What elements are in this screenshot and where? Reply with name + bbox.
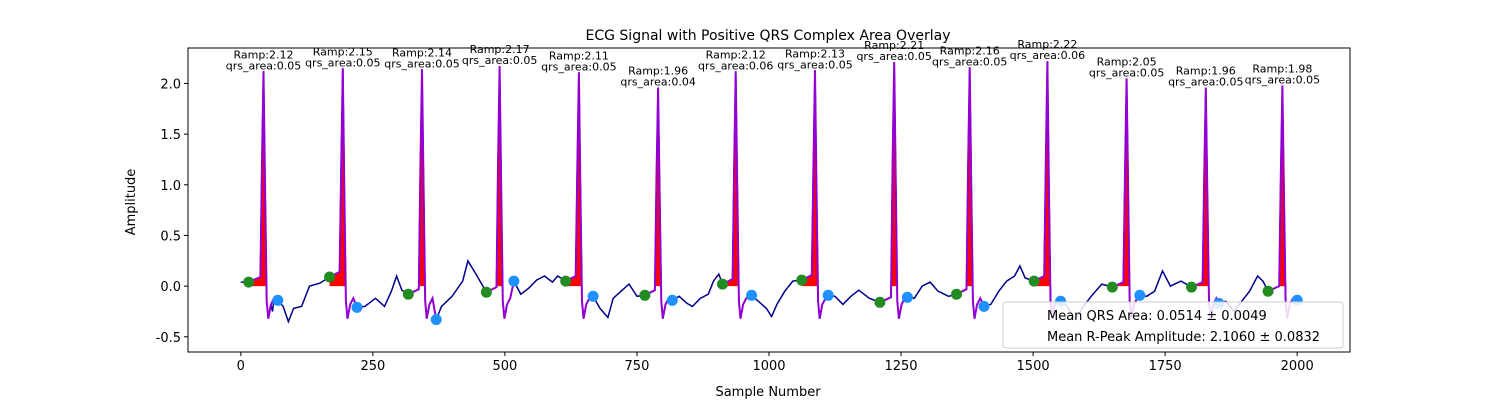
- chart-title: ECG Signal with Positive QRS Complex Are…: [586, 28, 951, 44]
- s-offset-marker: [430, 314, 442, 326]
- beat-annotations: Ramp:2.12qrs_area:0.05Ramp:2.15qrs_area:…: [226, 38, 1320, 88]
- qrs-area-label: qrs_area:0.05: [777, 58, 852, 71]
- y-tick-label: 2.0: [160, 77, 181, 92]
- qrs-area-fill: [1034, 61, 1050, 287]
- qrs-segment-line: [722, 71, 753, 319]
- axes: 0 250 500 750 1000 1250 1500 1750 2000 -0.5 0.0 0.5…: [156, 47, 1351, 374]
- qrs-area-fill: [644, 87, 661, 287]
- s-offset-marker: [822, 289, 834, 301]
- q-onset-marker: [1028, 275, 1040, 287]
- data-marks: [240, 61, 1303, 326]
- qrs-segment-line: [801, 70, 829, 319]
- y-tick-label: 0.5: [160, 229, 181, 244]
- s-offset-marker: [1134, 289, 1146, 301]
- s-offset-marker: [508, 275, 520, 287]
- qrs-segment-line: [1267, 85, 1298, 319]
- qrs-area-label: qrs_area:0.05: [226, 59, 301, 72]
- s-offset-marker: [272, 294, 284, 306]
- ramp-label: Ramp:2.15: [313, 45, 373, 58]
- x-tick-label: 1000: [752, 359, 785, 374]
- y-tick-label: 1.0: [160, 179, 181, 194]
- q-onset-marker: [796, 274, 808, 286]
- ecg-signal-line: [240, 61, 1303, 324]
- qrs-area-fill: [956, 67, 973, 287]
- x-tick-label: 2000: [1281, 359, 1314, 374]
- x-tick-label: 1250: [884, 359, 917, 374]
- x-tick-label: 0: [237, 359, 245, 374]
- legend-box: [1002, 301, 1344, 349]
- qrs-area-label: qrs_area:0.05: [541, 60, 616, 73]
- ramp-label: Ramp:2.17: [470, 43, 530, 56]
- q-onset-marker: [1262, 285, 1274, 297]
- qrs-segment-line: [879, 62, 908, 319]
- ramp-label: Ramp:1.96: [628, 65, 688, 78]
- x-tick-label: 1750: [1149, 359, 1182, 374]
- x-tick-label: 1500: [1017, 359, 1050, 374]
- qrs-area-fill: [801, 70, 818, 287]
- qrs-segment-line: [1111, 78, 1141, 319]
- legend: Mean QRS Area: 0.0514 ± 0.0049 Mean R-Pea…: [1002, 301, 1344, 349]
- qrs-area-label: qrs_area:0.06: [1010, 49, 1085, 62]
- s-offset-marker: [666, 294, 678, 306]
- s-offset-marker: [351, 301, 363, 313]
- y-tick-label: 0.0: [160, 280, 181, 295]
- q-onset-marker: [243, 276, 255, 288]
- qrs-area-label: qrs_area:0.05: [384, 57, 459, 70]
- q-onset-marker: [560, 275, 572, 287]
- q-onset-marker: [951, 288, 962, 300]
- y-axis-label: Amplitude: [124, 169, 139, 236]
- qrs-area-fill: [565, 72, 582, 287]
- ramp-label: Ramp:2.11: [549, 49, 609, 62]
- ramp-label: Ramp:2.05: [1097, 55, 1157, 68]
- qrs-area-label: qrs_area:0.06: [698, 59, 773, 72]
- qrs-segment-line: [956, 67, 985, 319]
- ramp-label: Ramp:1.96: [1176, 65, 1236, 78]
- q-onset-marker: [639, 289, 651, 301]
- legend-entry: Mean QRS Area: 0.0514 ± 0.0049: [1047, 309, 1267, 324]
- x-axis-label: Sample Number: [715, 385, 821, 400]
- ramp-label: Ramp:2.13: [785, 47, 845, 60]
- q-onset-marker: [402, 288, 414, 300]
- qrs-area-label: qrs_area:0.05: [1168, 76, 1243, 89]
- x-tick-label: 250: [360, 359, 385, 374]
- y-tick-label: -0.5: [156, 331, 181, 346]
- qrs-area-label: qrs_area:0.05: [856, 50, 931, 63]
- ramp-label: Ramp:2.14: [392, 46, 452, 59]
- ramp-label: Ramp:2.12: [233, 48, 293, 61]
- qrs-segment-line: [485, 66, 515, 319]
- qrs-segment-line: [565, 72, 594, 319]
- y-tick-label: 1.5: [160, 128, 181, 143]
- qrs-area-label: qrs_area:0.05: [932, 55, 1007, 68]
- q-onset-marker: [324, 271, 336, 283]
- s-offset-marker: [901, 291, 913, 303]
- legend-entry: Mean R-Peak Amplitude: 2.1060 ± 0.0832: [1047, 330, 1320, 345]
- qrs-area-label: qrs_area:0.05: [305, 56, 380, 69]
- qrs-area-label: qrs_area:0.04: [620, 76, 695, 89]
- s-offset-marker: [978, 300, 990, 312]
- q-onset-marker: [480, 286, 492, 298]
- x-tick-label: 750: [625, 359, 650, 374]
- ramp-label: Ramp:1.98: [1252, 63, 1312, 76]
- qrs-area-label: qrs_area:0.05: [1245, 74, 1320, 87]
- qrs-segment-line: [407, 69, 438, 320]
- s-offset-marker: [587, 290, 599, 302]
- qrs-area-fill: [486, 66, 503, 287]
- qrs-area-fill: [329, 68, 346, 287]
- q-onset-marker: [874, 296, 886, 308]
- ramp-label: Ramp:2.21: [864, 39, 924, 52]
- qrs-area-label: qrs_area:0.05: [1089, 66, 1164, 79]
- qrs-area-fill: [722, 71, 739, 287]
- q-onset-marker: [1186, 281, 1197, 293]
- qrs-segment-line: [329, 68, 358, 319]
- q-onset-marker: [717, 278, 728, 290]
- s-offset-marker: [746, 289, 758, 301]
- ramp-label: Ramp:2.12: [706, 48, 766, 61]
- qrs-area-label: qrs_area:0.05: [462, 54, 537, 67]
- x-tick-label: 500: [492, 359, 517, 374]
- q-onset-marker: [1106, 281, 1118, 293]
